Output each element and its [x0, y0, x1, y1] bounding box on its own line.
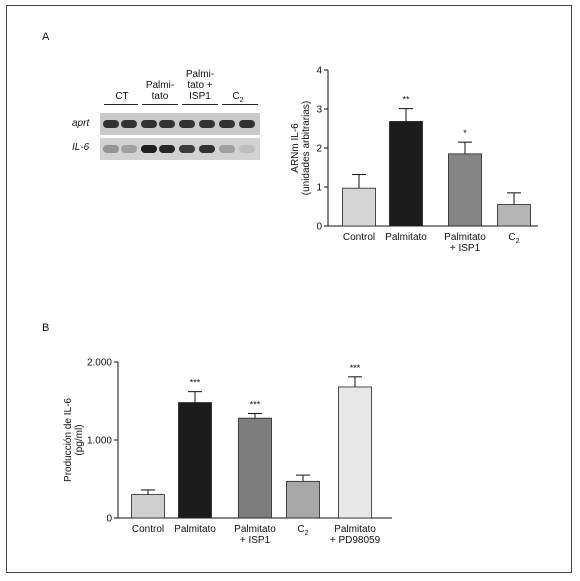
y-tick-label: 2: [316, 144, 322, 155]
aprt-strip: [100, 113, 260, 135]
blot-group-line: [222, 104, 258, 105]
category-label: C2: [508, 232, 519, 245]
blot-group-line: [142, 104, 178, 105]
category-label: Palmitato + ISP1: [234, 524, 276, 546]
blot-band: [179, 120, 195, 128]
gene-label-aprt: aprt: [72, 118, 90, 129]
blot-band: [159, 120, 175, 128]
category-label: Palmitato + PD98059: [330, 524, 381, 546]
blot-band: [141, 145, 157, 153]
blot-band: [219, 145, 235, 153]
y-axis-label: Producción de IL-6(pg/ml): [63, 398, 85, 482]
category-label: Palmitato: [385, 232, 427, 243]
gene-label-il6: IL-6: [72, 142, 90, 153]
y-tick-label: 1.000: [87, 436, 112, 447]
blot-band: [239, 120, 255, 128]
significance-label: *: [463, 128, 467, 138]
y-tick-label: 1: [316, 183, 322, 194]
y-tick-label: 2.000: [87, 358, 112, 369]
blot-band: [219, 120, 235, 128]
blot-band: [179, 145, 195, 153]
y-tick-label: 0: [106, 514, 112, 525]
figure-frame: [6, 5, 572, 573]
blot-group-label: CT: [115, 91, 129, 102]
blot-group-label: Palmi- tato + ISP1: [185, 69, 215, 102]
blot-band: [121, 120, 137, 128]
il6-strip: [100, 138, 260, 160]
significance-label: ***: [190, 378, 201, 388]
chart-b-il6-production: 0 1.000 2.000 Producción de IL-6(pg/ml) Cont…: [63, 358, 392, 546]
blot-band: [199, 145, 215, 153]
blot-group-label: Palmi- tato: [145, 80, 175, 102]
significance-label: ***: [250, 399, 261, 409]
bar: [342, 187, 376, 227]
bar: [178, 402, 212, 519]
bar: [131, 494, 165, 519]
y-tick-label: 3: [316, 105, 322, 116]
blot-group-label-c2: C2: [232, 91, 244, 104]
blot-group-line: [182, 104, 218, 105]
y-axis-label-text: Producción de IL-6(pg/ml): [63, 398, 85, 482]
blot-band: [141, 120, 157, 128]
blot-band: [199, 120, 215, 128]
chart-a-il6-mrna: 0 1 2 3 4 ARNm IL-6(unidades arbitrarias) Cont…: [290, 66, 538, 254]
category-label: Palmitato + ISP1: [444, 232, 486, 254]
panel-label-a: A: [42, 31, 50, 43]
bar: [448, 153, 482, 227]
category-label: Control: [132, 524, 164, 535]
blot-band: [103, 120, 119, 128]
bar: [338, 386, 372, 519]
y-tick-label: 0: [316, 222, 322, 233]
bar: [389, 121, 423, 227]
blot-band: [239, 145, 255, 153]
blot-band: [121, 145, 137, 153]
gel-blot: CT Palmi- tato Palmi- tato + ISP1 C2 apr…: [72, 69, 260, 160]
y-tick-label: 4: [316, 66, 322, 77]
y-axis-label-text: ARNm IL-6(unidades arbitrarias): [290, 101, 312, 196]
category-label: Palmitato: [174, 524, 216, 535]
bar: [238, 417, 272, 519]
category-label: Control: [343, 232, 375, 243]
blot-group-line: [104, 104, 138, 105]
bar: [497, 204, 531, 227]
significance-label: ***: [350, 363, 361, 373]
blot-band: [103, 145, 119, 153]
blot-band: [159, 145, 175, 153]
significance-label: **: [402, 95, 410, 105]
y-axis-label: ARNm IL-6(unidades arbitrarias): [290, 101, 312, 196]
category-label: C2: [297, 524, 308, 537]
bar: [286, 480, 320, 519]
panel-label-b: B: [42, 322, 50, 334]
